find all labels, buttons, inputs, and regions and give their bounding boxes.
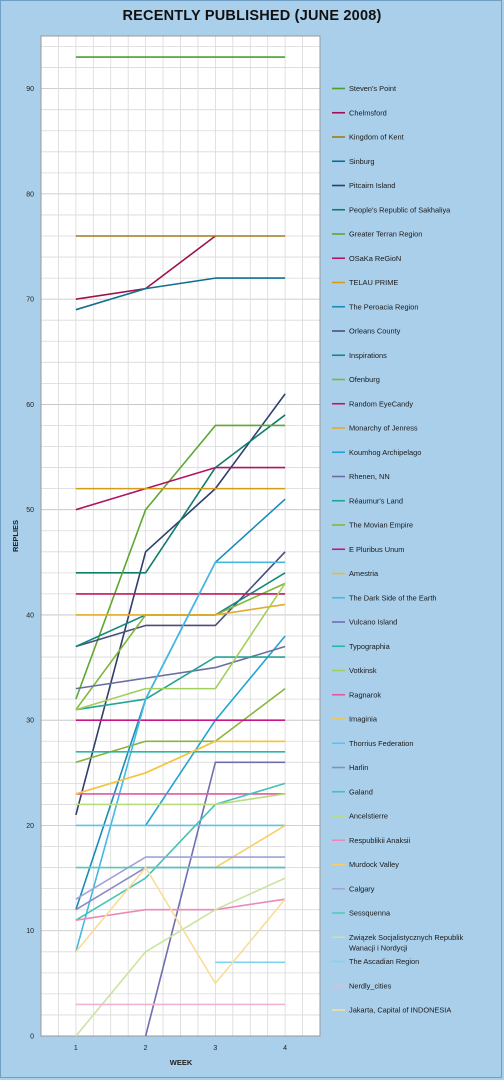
legend-label: Steven's Point	[349, 84, 396, 93]
x-tick-label: 2	[144, 1045, 148, 1052]
legend-label: Typographia	[349, 642, 391, 651]
legend-label: E Pluribus Unum	[349, 545, 404, 554]
chart-title: RECENTLY PUBLISHED (JUNE 2008)	[122, 8, 382, 24]
y-axis-label: REPLIES	[11, 520, 20, 552]
y-tick-label: 50	[26, 507, 34, 514]
legend-label: Ofenburg	[349, 375, 380, 384]
legend-label: OSaKa ReGioN	[349, 254, 401, 263]
x-tick-label: 3	[213, 1045, 217, 1052]
series-line	[75, 656, 286, 711]
legend-label: Calgary	[349, 884, 375, 893]
series-line	[75, 424, 286, 700]
series-line	[214, 824, 286, 869]
series-line	[75, 877, 286, 1037]
legend-label: The Movian Empire	[349, 521, 413, 530]
y-tick-label: 20	[26, 823, 34, 830]
legend-label: Murdock Valley	[349, 860, 399, 869]
y-tick-label: 90	[26, 86, 34, 93]
legend-label: Sessquenna	[349, 909, 391, 918]
series-line	[75, 551, 286, 648]
legend-label: The Peroacia Region	[349, 302, 418, 311]
legend-label: Harlin	[349, 763, 368, 772]
legend-label: Koumhog Archipelago	[349, 448, 421, 457]
series-line	[75, 793, 286, 806]
y-tick-label: 30	[26, 718, 34, 725]
series-line	[75, 866, 286, 985]
legend-label: Nerdly_cities	[349, 981, 392, 990]
legend-label: Pitcairn Island	[349, 181, 395, 190]
series-line	[144, 761, 286, 1037]
y-tick-label: 80	[26, 191, 34, 198]
legend-label: People's Republic of Sakhaliya	[349, 205, 451, 214]
x-axis-ticks: 1 2 3 4	[74, 1045, 287, 1052]
legend-label: Ancelstierre	[349, 812, 388, 821]
y-tick-label: 40	[26, 612, 34, 619]
series-lines	[75, 56, 286, 1037]
legend-label: The Ascadian Region	[349, 957, 419, 966]
legend-label: Orleans County	[349, 327, 401, 336]
legend-label: Chelmsford	[349, 108, 387, 117]
legend-label: The Dark Side of the Earth	[349, 593, 437, 602]
legend-label: Galand	[349, 787, 373, 796]
y-tick-label: 60	[26, 402, 34, 409]
legend-label: Związek Socjalistycznych Republik Wanacji…	[349, 933, 463, 953]
legend-label: Votkinsk	[349, 666, 377, 675]
series-line	[75, 466, 286, 511]
series-line	[75, 603, 286, 616]
legend-label: Amestria	[349, 569, 379, 578]
x-tick-label: 1	[74, 1045, 78, 1052]
legend-label: Jakarta, Capital of INDONESIA	[349, 1006, 451, 1015]
y-tick-label: 10	[26, 928, 34, 935]
x-tick-label: 4	[283, 1045, 287, 1052]
series-line	[75, 898, 286, 922]
legend-label: Réaumur's Land	[349, 496, 403, 505]
legend-label: Monarchy of Jenress	[349, 424, 418, 433]
legend-label: TELAU PRIME	[349, 278, 398, 287]
legend-label: Sinburg	[349, 157, 374, 166]
series-line	[75, 782, 286, 921]
series-line	[75, 582, 286, 711]
legend-label: Random EyeCandy	[349, 399, 413, 408]
y-tick-label: 70	[26, 297, 34, 304]
series-line	[75, 856, 286, 900]
legend-label: Thorrius Federation	[349, 739, 414, 748]
y-tick-label: 0	[30, 1034, 34, 1041]
x-axis-label: WEEK	[170, 1058, 193, 1067]
legend-label: Inspirations	[349, 351, 387, 360]
legend-label: Greater Terran Region	[349, 230, 422, 239]
legend-label: Imaginia	[349, 715, 378, 724]
legend-label: Ragnarok	[349, 690, 381, 699]
legend-label: Vulcano Island	[349, 618, 397, 627]
legend: Steven's Point Chelmsford Kingdom of Kent S…	[332, 84, 463, 1015]
legend-label: Respublikii Anaksii	[349, 836, 411, 845]
series-line	[75, 277, 286, 311]
series-line	[75, 740, 286, 795]
legend-label: Kingdom of Kent	[349, 133, 404, 142]
series-line	[75, 414, 286, 574]
legend-label: Rhenen, NN	[349, 472, 390, 481]
plot-border	[40, 35, 321, 1037]
y-axis-ticks: 0 10 20 30 40 50 60 70 80 90	[26, 86, 34, 1040]
